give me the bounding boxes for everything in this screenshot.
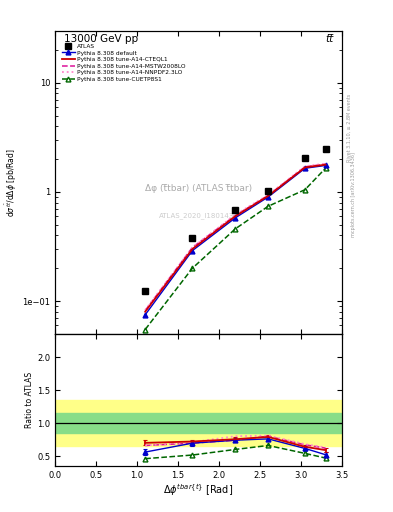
- Pythia 8.308 default: [190, 248, 195, 254]
- ATLAS: [323, 145, 328, 152]
- Pythia 8.308 tune-A14-CTEQL1: [233, 213, 238, 219]
- Line: Pythia 8.308 tune-A14-MSTW2008LO: Pythia 8.308 tune-A14-MSTW2008LO: [145, 164, 325, 311]
- Pythia 8.308 tune-A14-NNPDF2.3LO: [143, 307, 147, 313]
- Pythia 8.308 default: [303, 165, 307, 172]
- Pythia 8.308 tune-A14-MSTW2008LO: [303, 164, 307, 170]
- Line: Pythia 8.308 tune-CUETP8S1: Pythia 8.308 tune-CUETP8S1: [143, 166, 328, 332]
- Pythia 8.308 tune-A14-NNPDF2.3LO: [303, 163, 307, 169]
- Pythia 8.308 tune-CUETP8S1: [143, 327, 147, 333]
- Pythia 8.308 tune-CUETP8S1: [266, 203, 270, 209]
- Pythia 8.308 default: [143, 312, 147, 318]
- Bar: [55, 400, 342, 446]
- Line: ATLAS: ATLAS: [142, 146, 328, 293]
- Pythia 8.308 tune-A14-NNPDF2.3LO: [233, 211, 238, 218]
- Pythia 8.308 tune-A14-MSTW2008LO: [233, 212, 238, 219]
- Pythia 8.308 tune-CUETP8S1: [303, 186, 307, 193]
- Pythia 8.308 tune-CUETP8S1: [323, 165, 328, 172]
- Pythia 8.308 tune-A14-CTEQL1: [190, 246, 195, 252]
- ATLAS: [233, 207, 238, 214]
- X-axis label: $\Delta\phi^{tbar\{t\}}$ [Rad]: $\Delta\phi^{tbar\{t\}}$ [Rad]: [163, 482, 233, 498]
- Pythia 8.308 default: [323, 162, 328, 168]
- Y-axis label: Ratio to ATLAS: Ratio to ATLAS: [25, 372, 34, 428]
- Line: Pythia 8.308 tune-A14-NNPDF2.3LO: Pythia 8.308 tune-A14-NNPDF2.3LO: [145, 164, 325, 310]
- Y-axis label: d$\sigma^{t\bar{t}}$/d$\Delta\phi$ [pb/Rad]: d$\sigma^{t\bar{t}}$/d$\Delta\phi$ [pb/R…: [4, 148, 19, 217]
- ATLAS: [303, 155, 307, 161]
- Text: ATLAS_2020_I1801434: ATLAS_2020_I1801434: [159, 212, 238, 219]
- Line: Pythia 8.308 tune-A14-CTEQL1: Pythia 8.308 tune-A14-CTEQL1: [145, 165, 325, 312]
- Pythia 8.308 tune-CUETP8S1: [190, 265, 195, 271]
- Text: mcplots.cern.ch [arXiv:1306.3436]: mcplots.cern.ch [arXiv:1306.3436]: [351, 152, 356, 237]
- Pythia 8.308 tune-A14-MSTW2008LO: [323, 161, 328, 167]
- Pythia 8.308 tune-A14-NNPDF2.3LO: [323, 161, 328, 167]
- Pythia 8.308 tune-A14-MSTW2008LO: [266, 193, 270, 199]
- Pythia 8.308 tune-CUETP8S1: [233, 226, 238, 232]
- Pythia 8.308 tune-A14-NNPDF2.3LO: [266, 192, 270, 198]
- ATLAS: [143, 288, 147, 294]
- Text: tt̅: tt̅: [325, 34, 333, 44]
- Pythia 8.308 tune-A14-CTEQL1: [266, 193, 270, 199]
- Pythia 8.308 default: [233, 215, 238, 221]
- Pythia 8.308 tune-A14-CTEQL1: [303, 164, 307, 170]
- Line: Pythia 8.308 default: Pythia 8.308 default: [143, 163, 328, 317]
- Text: Rivet 3.1.10, ≥ 2.8M events: Rivet 3.1.10, ≥ 2.8M events: [347, 94, 352, 162]
- Pythia 8.308 tune-A14-CTEQL1: [143, 309, 147, 315]
- Pythia 8.308 tune-A14-CTEQL1: [323, 162, 328, 168]
- Text: Δφ (t̅tbar) (ATLAS t̅tbar): Δφ (t̅tbar) (ATLAS t̅tbar): [145, 184, 252, 193]
- ATLAS: [266, 188, 270, 194]
- Bar: [55, 413, 342, 433]
- ATLAS: [190, 235, 195, 241]
- Legend: ATLAS, Pythia 8.308 default, Pythia 8.308 tune-A14-CTEQL1, Pythia 8.308 tune-A14: ATLAS, Pythia 8.308 default, Pythia 8.30…: [61, 42, 187, 83]
- Pythia 8.308 tune-A14-MSTW2008LO: [190, 244, 195, 250]
- Text: 13000 GeV pp: 13000 GeV pp: [64, 34, 138, 44]
- Pythia 8.308 tune-A14-MSTW2008LO: [143, 308, 147, 314]
- Pythia 8.308 default: [266, 194, 270, 200]
- Pythia 8.308 tune-A14-NNPDF2.3LO: [190, 244, 195, 250]
